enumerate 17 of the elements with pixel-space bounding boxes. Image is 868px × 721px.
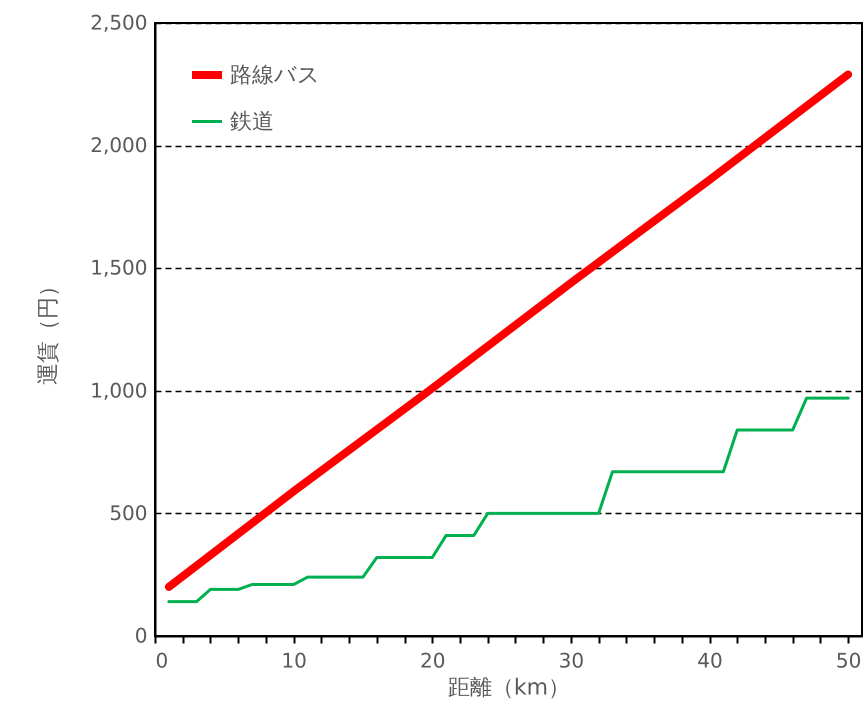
y-tick-label: 2,500	[90, 10, 148, 34]
y-tick-label: 1,500	[90, 256, 148, 280]
x-axis-title: 距離（km）	[448, 676, 570, 700]
x-tick-label: 30	[558, 648, 584, 672]
x-tick-label: 20	[420, 648, 446, 672]
x-tick-label: 10	[281, 648, 307, 672]
x-tick-label: 40	[697, 648, 723, 672]
x-tick-label: 50	[836, 648, 862, 672]
y-tick-label: 0	[134, 624, 148, 648]
y-tick-label: 500	[109, 500, 148, 525]
legend-label: 鉄道	[230, 110, 274, 134]
line-series	[167, 396, 850, 604]
legend-label: 路線バス	[230, 63, 320, 88]
y-axis-title: 運賃（円）	[36, 275, 62, 385]
x-tick-label: 0	[156, 648, 168, 672]
y-tick-label: 1,000	[90, 378, 148, 402]
y-tick-label: 2,000	[90, 133, 148, 158]
